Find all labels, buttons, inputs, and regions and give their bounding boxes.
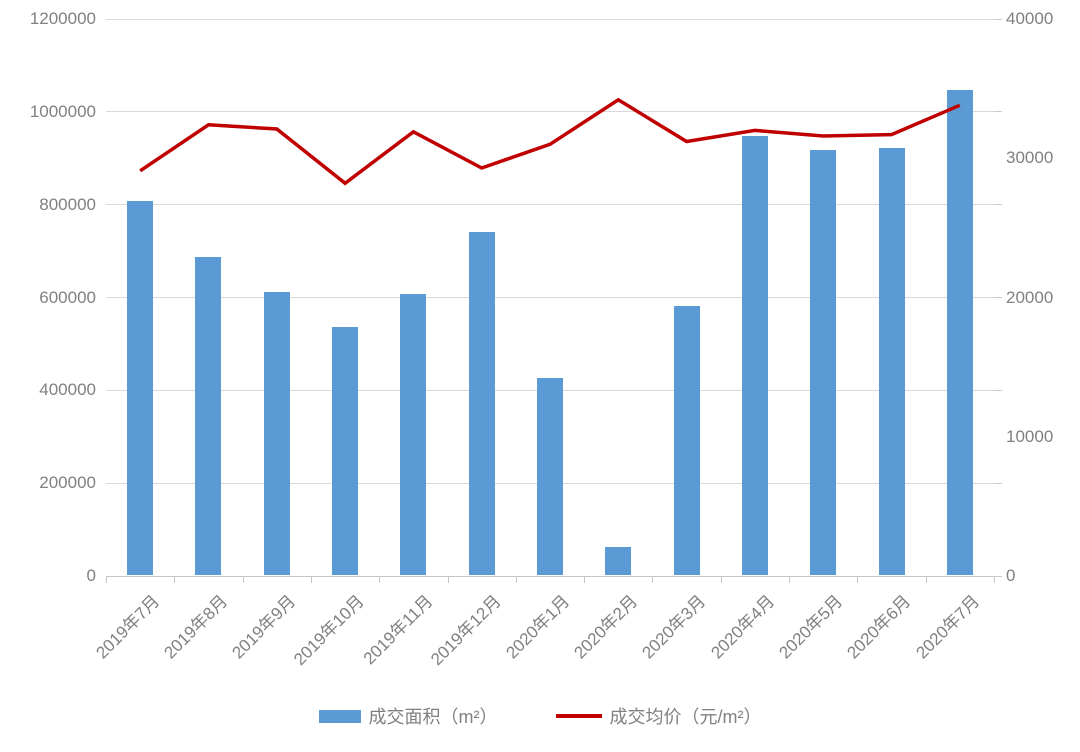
x-axis-tick — [857, 577, 859, 583]
area-series-swatch — [318, 709, 361, 723]
y-axis-left-tick-label: 0 — [86, 566, 96, 585]
y-axis-left-tick-label: 1200000 — [29, 9, 96, 28]
gridline — [106, 204, 994, 206]
x-axis-label: 2019年12月 — [427, 591, 505, 670]
y-axis-right-tick-label: 10000 — [1006, 426, 1054, 446]
gridline — [106, 297, 994, 298]
bar-2020年3月 — [673, 305, 700, 575]
x-axis-label: 2019年11月 — [359, 591, 437, 669]
plot-area — [106, 19, 994, 576]
x-axis-tick — [447, 577, 449, 583]
right-axis-tick — [994, 204, 1002, 206]
right-axis-tick — [994, 18, 1002, 20]
bar-2019年11月 — [400, 294, 427, 575]
x-axis-label: 2019年10月 — [290, 591, 369, 670]
x-axis-tick — [652, 577, 654, 583]
x-axis-tick — [789, 577, 791, 583]
legend: 成交面积（m²） 成交均价（元/m²） — [0, 703, 1080, 729]
legend-item-price: 成交均价（元/m²） — [555, 703, 762, 729]
x-axis-tick — [925, 577, 927, 583]
right-axis-tick — [994, 297, 1002, 298]
bar-2020年4月 — [741, 136, 768, 575]
bar-2020年6月 — [878, 147, 905, 575]
x-axis-tick — [242, 577, 244, 583]
y-axis-right-tick-label: 0 — [1006, 566, 1016, 585]
y-axis-left-tick-label: 1000000 — [29, 101, 96, 121]
legend-item-area: 成交面积（m²） — [318, 703, 498, 729]
x-axis-tick — [310, 577, 312, 583]
right-axis-tick — [994, 389, 1002, 391]
x-axis-label: 2020年6月 — [843, 591, 915, 663]
bar-2019年10月 — [332, 326, 359, 575]
y-axis-left-tick-label: 600000 — [39, 287, 96, 307]
price-series-swatch — [555, 714, 602, 718]
x-axis-label: 2020年2月 — [570, 591, 642, 663]
x-axis-label: 2019年8月 — [160, 591, 232, 663]
x-axis-tick — [584, 577, 586, 583]
y-axis-left-tick-label: 800000 — [39, 194, 96, 214]
bar-2019年9月 — [263, 291, 290, 575]
gridline — [106, 18, 994, 20]
y-axis-right-tick-label: 40000 — [1006, 9, 1054, 28]
right-axis-tick — [994, 575, 1002, 577]
bar-2020年1月 — [537, 377, 563, 575]
x-axis-line — [106, 576, 1002, 577]
y-axis-right-tick-label: 20000 — [1006, 287, 1054, 307]
x-axis-tick — [720, 577, 722, 583]
x-axis-label: 2020年7月 — [911, 591, 983, 663]
price-line — [139, 97, 961, 186]
bar-2019年7月 — [127, 201, 154, 575]
x-axis-tick — [106, 577, 107, 583]
area-series-label: 成交面积（m²） — [368, 707, 498, 727]
bar-2020年5月 — [810, 150, 837, 575]
x-axis-tick — [994, 577, 995, 583]
x-axis-label: 2020年5月 — [775, 591, 847, 663]
bar-2019年12月 — [468, 231, 495, 575]
gridline — [106, 111, 994, 113]
x-axis-tick — [379, 577, 381, 583]
y-axis-left-tick-label: 400000 — [39, 380, 96, 400]
y-axis-left-tick-label: 200000 — [39, 473, 96, 493]
bar-2019年8月 — [195, 257, 222, 575]
x-axis-label: 2020年1月 — [502, 591, 573, 663]
right-axis-tick — [994, 482, 1002, 484]
right-axis-tick — [994, 111, 1002, 113]
x-axis-label: 2020年3月 — [638, 591, 710, 663]
bar-2020年2月 — [605, 547, 632, 575]
bar-2020年7月 — [946, 89, 973, 575]
y-axis-right-tick-label: 30000 — [1006, 148, 1054, 168]
x-axis-label: 2019年7月 — [92, 591, 164, 663]
x-axis-tick — [515, 577, 517, 583]
x-axis-tick — [174, 577, 176, 583]
price-series-label: 成交均价（元/m²） — [609, 707, 762, 727]
x-axis-label: 2020年4月 — [706, 591, 778, 663]
